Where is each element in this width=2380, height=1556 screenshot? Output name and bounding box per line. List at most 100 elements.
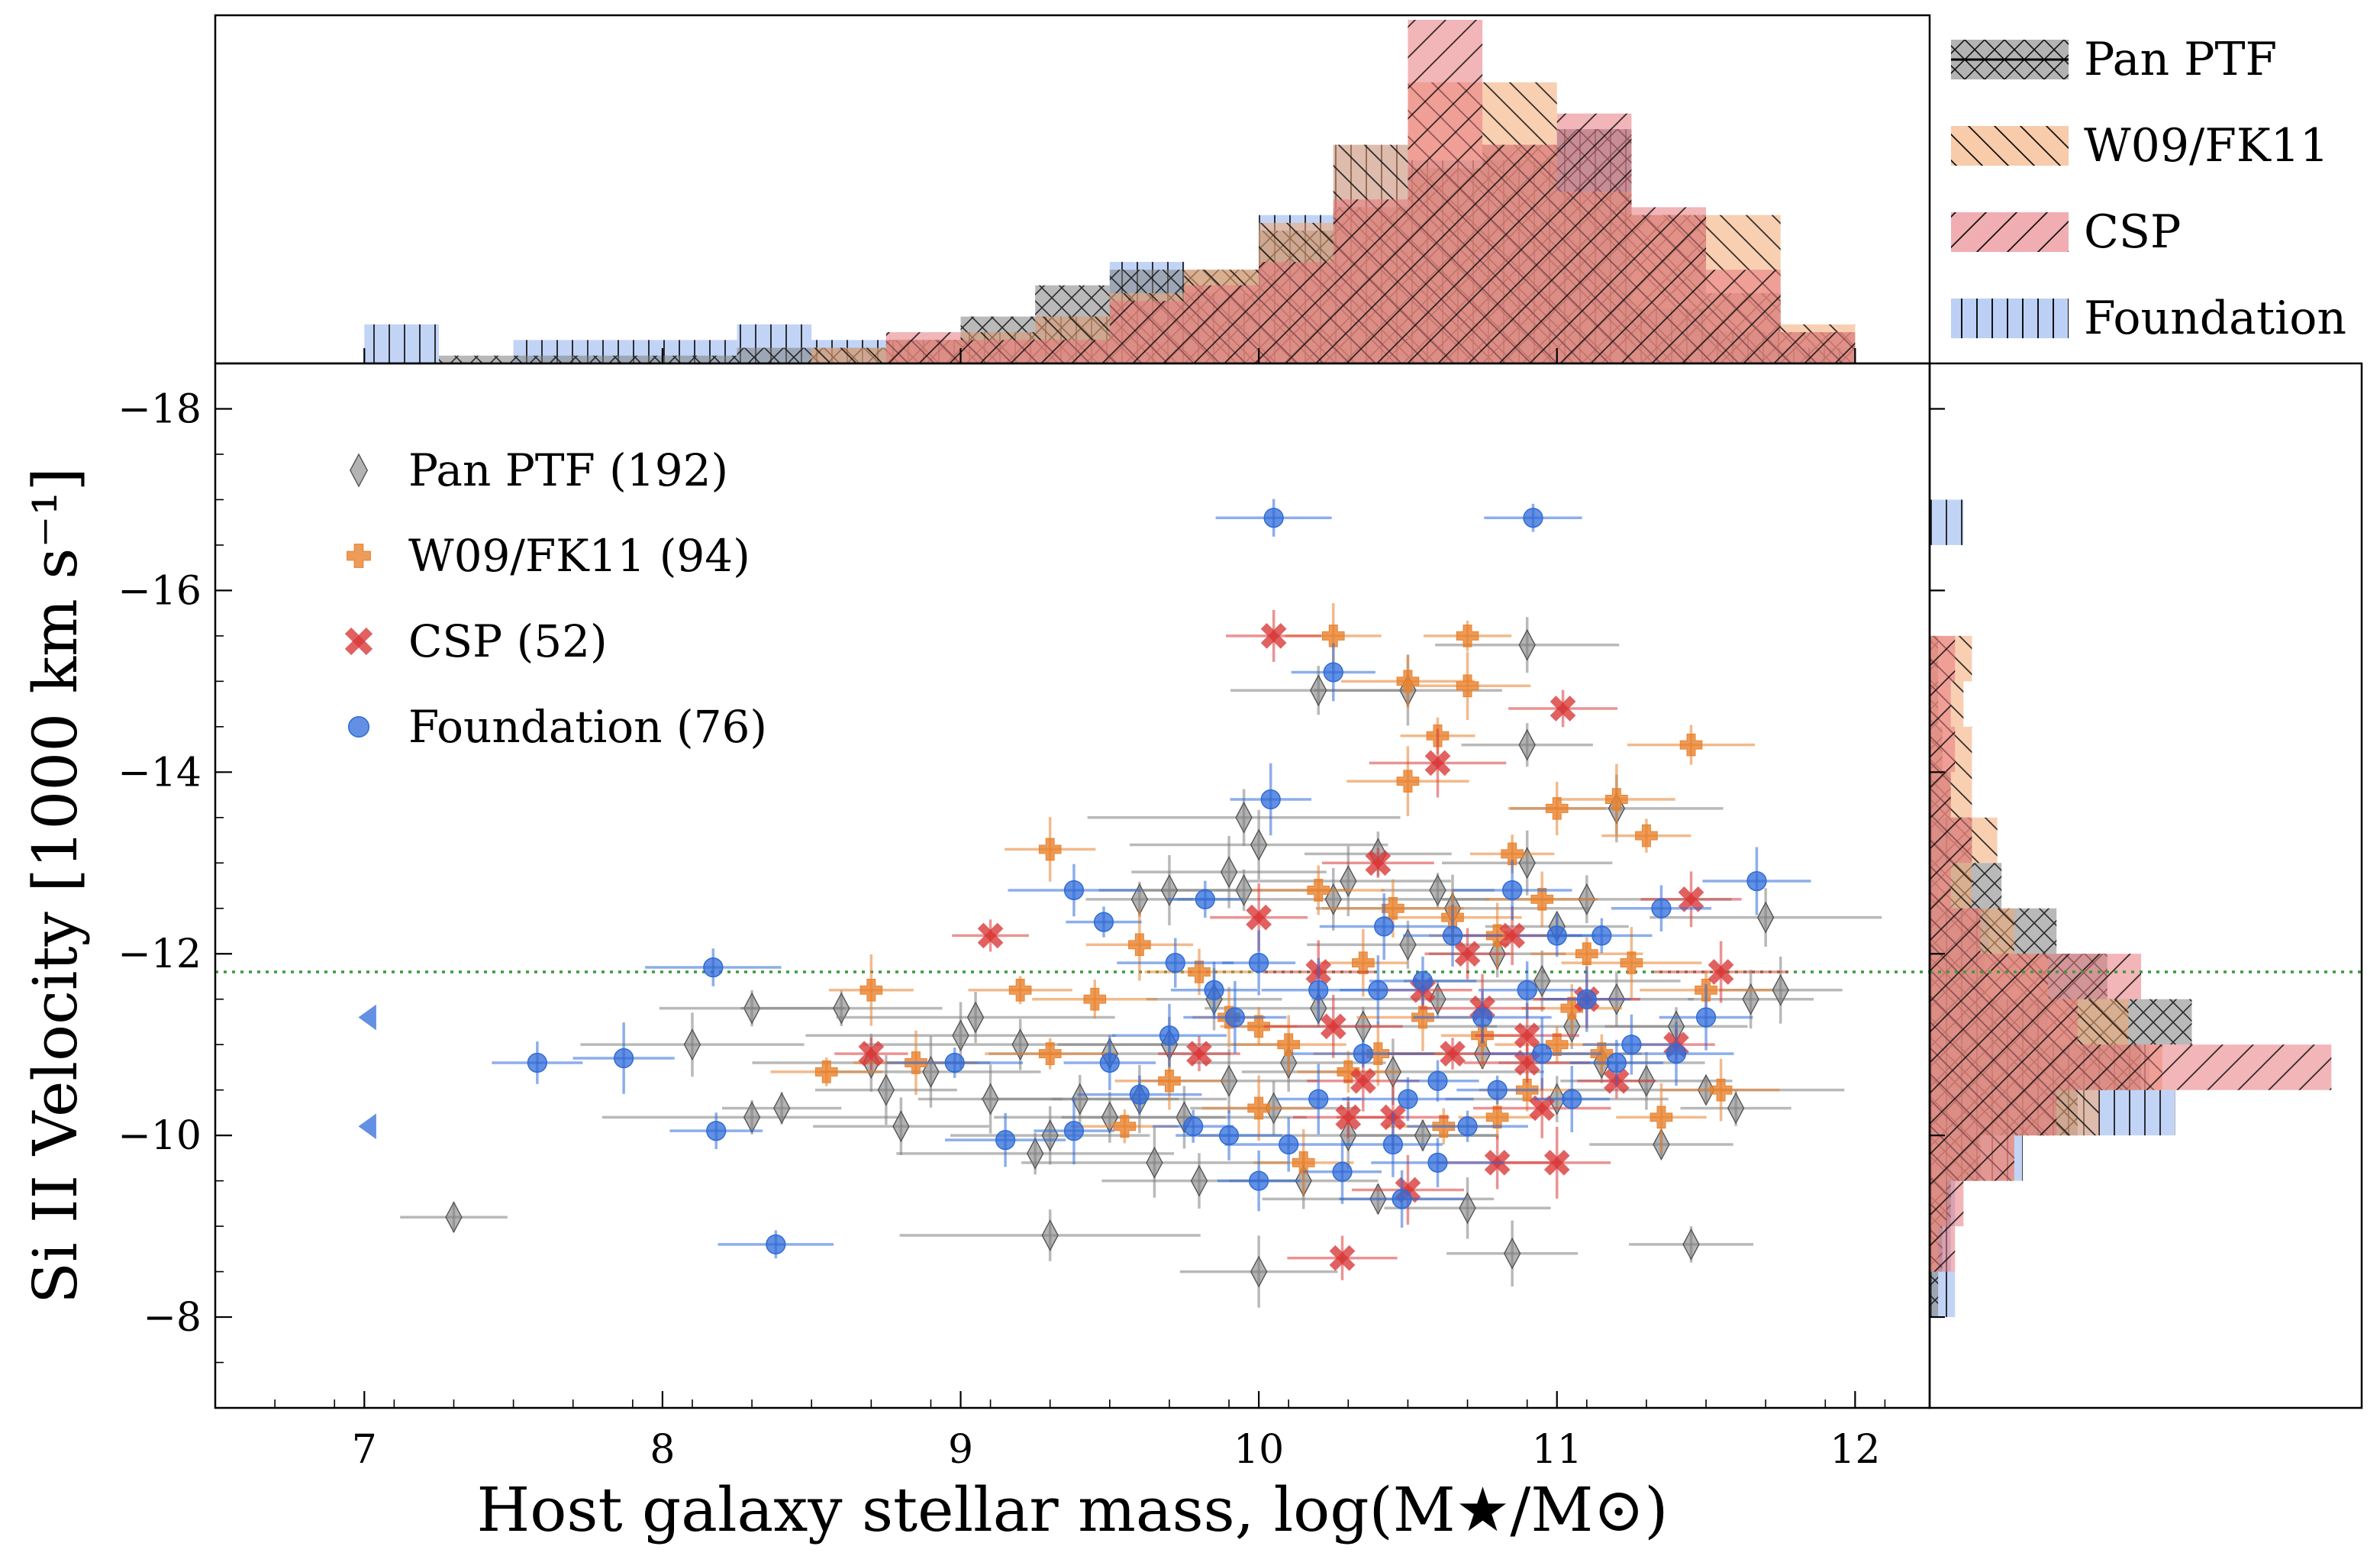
right-hist-hatch: [1930, 1090, 2057, 1136]
scatter-series: [358, 1004, 376, 1140]
top-hist-hatch: [662, 355, 737, 363]
scatter-point-diamond: [1518, 628, 1536, 661]
scatter-point-circle: [1398, 1089, 1418, 1109]
scatter-point-circle: [1332, 1161, 1353, 1182]
x-tick-label: 9: [948, 1427, 973, 1473]
scatter-frame: [214, 362, 1931, 1409]
scatter-point-x: [858, 1041, 885, 1067]
scatter-legend-label: W09/FK11 (94): [408, 530, 750, 582]
scatter-point-diamond: [1727, 1092, 1745, 1125]
scatter-point-circle: [1218, 1125, 1240, 1146]
scatter-axes-ticks: 7 8 9 10 11 12 −18 −16 −14 −12 −10 −8: [118, 363, 1886, 1473]
scatter-point-diamond: [1399, 928, 1417, 961]
scatter-point-circle: [1666, 1043, 1687, 1064]
scatter-point-circle: [1746, 870, 1767, 892]
y-axis-label: Si II Velocity [1000 km s⁻¹]: [20, 467, 91, 1304]
scatter-point-x: [1514, 1022, 1540, 1049]
scatter-point-plus: [1575, 942, 1598, 966]
scatter-point-plus: [1456, 625, 1479, 647]
scatter-point-circle: [1063, 880, 1085, 901]
right-hist-hatch: [1930, 1226, 1956, 1272]
top-hist-hatch: [513, 355, 589, 363]
right-hist-hatch: [1930, 817, 1972, 864]
y-tick-label: −10: [118, 1113, 202, 1159]
scatter-point-circle: [1308, 1089, 1329, 1109]
scatter-point-x: [1499, 922, 1526, 949]
scatter-point-circle: [1651, 898, 1672, 918]
scatter-legend-label: CSP (52): [408, 615, 608, 667]
scatter-point-circle: [703, 957, 724, 978]
scatter-point-x: [1550, 696, 1576, 722]
scatter-series: [492, 499, 1811, 1259]
scatter-point-plus: [1038, 838, 1062, 861]
scatter-point-upper-limit: [358, 1004, 376, 1031]
scatter-point-diamond: [1160, 873, 1179, 906]
scatter-point-diamond: [1041, 1219, 1059, 1251]
top-hist-hatch: [1109, 301, 1185, 363]
scatter-point-plus: [1083, 987, 1107, 1011]
scatter-point-circle: [766, 1234, 786, 1254]
scatter-point-diamond: [1250, 1255, 1268, 1288]
y-tick-label: −12: [118, 931, 202, 977]
scatter-point-diamond: [1682, 1228, 1700, 1261]
scatter-point-plus: [1485, 1106, 1509, 1129]
scatter-point-circle: [995, 1129, 1016, 1151]
scatter-point-circle: [1204, 980, 1224, 1000]
scatter-point-plus: [1158, 1069, 1181, 1093]
scatter-point-diamond: [833, 992, 850, 1025]
scatter-point-plus: [1247, 1015, 1270, 1038]
scatter-point-plus: [1038, 1042, 1062, 1065]
scatter-point-diamond: [1414, 1119, 1432, 1152]
scatter-point-circle: [1502, 880, 1523, 901]
scatter-point-circle: [1195, 889, 1215, 909]
x-tick-label: 10: [1234, 1427, 1284, 1473]
hist-legend-entry: CSP: [1951, 205, 2181, 259]
scatter-point-plus: [1456, 674, 1479, 698]
scatter-point-circle: [1224, 1007, 1245, 1028]
scatter-point-x: [1186, 1041, 1212, 1067]
hist-legend-entry: W09/FK11: [1951, 119, 2329, 173]
scatter-point-plus: [1188, 960, 1211, 983]
y-tick-label: −14: [118, 750, 202, 796]
scatter-point-circle: [1093, 912, 1114, 932]
right-hist-hatch: [1930, 1044, 2332, 1090]
scatter-point-circle: [1308, 980, 1329, 1000]
scatter-point-diamond: [952, 1019, 969, 1052]
scatter-point-diamond: [1250, 828, 1268, 861]
scatter-point-circle: [1279, 1134, 1299, 1155]
hist-legend-label: W09/FK11: [2084, 119, 2329, 173]
x-axis-label: Host galaxy stellar mass, log(M★/M⊙): [476, 1474, 1668, 1545]
top-hist-hatch: [1631, 207, 1707, 363]
y-tick-label: −18: [118, 386, 202, 432]
scatter-point-plus: [1396, 770, 1420, 793]
scatter-point-circle: [1695, 1007, 1717, 1028]
scatter-point-circle: [1323, 662, 1343, 683]
scatter-point-circle: [1592, 925, 1612, 946]
scatter-point-plus: [1679, 733, 1703, 757]
scatter-point-plus: [1247, 1096, 1270, 1120]
top-hist-hatch: [1408, 20, 1483, 363]
scatter-point-plus: [1337, 1060, 1360, 1083]
scatter-point-diamond: [877, 1073, 895, 1106]
scatter-legend-entry: Pan PTF (192): [350, 444, 728, 496]
hist-legend-label: Pan PTF: [2084, 33, 2277, 86]
hist-legend-entry: Foundation: [1951, 292, 2346, 345]
scatter-point-circle: [1532, 1043, 1553, 1064]
scatter-points: [358, 499, 1882, 1308]
scatter-point-circle: [1382, 1134, 1404, 1155]
scatter-point-diamond: [1772, 973, 1789, 1006]
scatter-point-diamond: [892, 1110, 910, 1143]
hist-legend-hatch: [1951, 299, 2069, 338]
scatter-point-diamond: [743, 1101, 761, 1134]
scatter-point-x: [1365, 850, 1392, 876]
x-tick-label: 12: [1830, 1427, 1880, 1473]
scatter-point-x: [1350, 1067, 1376, 1094]
scatter-point-circle: [1576, 989, 1597, 1009]
scatter-point-plus: [1635, 824, 1658, 847]
right-hist-hatch: [1930, 863, 1951, 909]
scatter-point-plus: [1277, 1033, 1300, 1056]
scatter-point-diamond: [966, 1001, 985, 1034]
scatter-point-x: [1329, 1244, 1356, 1271]
scatter-point-circle: [1165, 953, 1185, 973]
